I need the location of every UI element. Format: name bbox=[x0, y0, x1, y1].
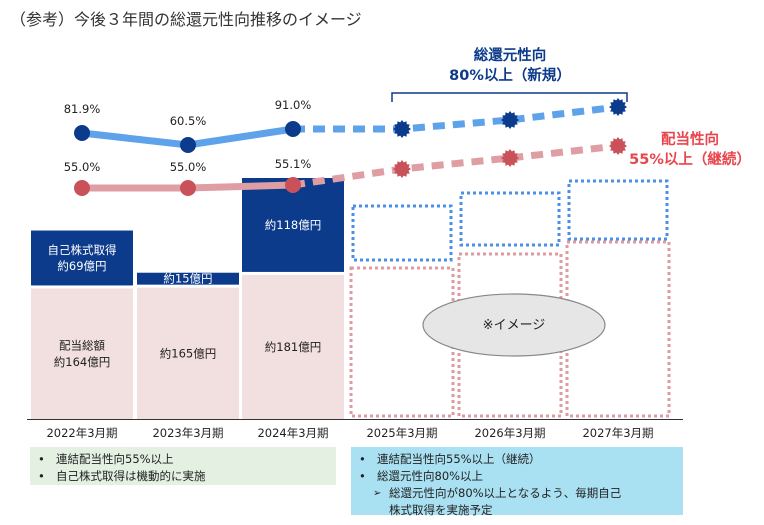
bar-dividend-2022年3月期 bbox=[31, 288, 133, 419]
target-total-return: 総還元性向 80%以上（新規） bbox=[449, 46, 571, 84]
line-total-return-future bbox=[293, 103, 619, 133]
future-bar-buyback-2026年3月期 bbox=[459, 191, 561, 247]
sub-bullet-icon: ➢ bbox=[373, 488, 382, 499]
bullet-icon: • bbox=[38, 469, 45, 483]
note-text: 連結配当性向55%以上 bbox=[56, 452, 174, 466]
note-text: 連結配当性向55%以上（継続） bbox=[377, 452, 541, 466]
label-total-return: 81.9% bbox=[64, 102, 101, 116]
marker-payout-future bbox=[501, 149, 519, 167]
label-total-return: 91.0% bbox=[275, 98, 312, 112]
x-tick-label: 2027年3月期 bbox=[582, 426, 653, 440]
bar-dividend-2023年3月期 bbox=[137, 287, 239, 419]
bullet-icon: • bbox=[38, 452, 45, 466]
target-payout: 配当性向 55%以上（継続） bbox=[629, 130, 751, 168]
bar-label-buyback: 自己株式取得約69億円 bbox=[48, 242, 117, 272]
marker-payout bbox=[285, 177, 301, 193]
line-payout-future bbox=[292, 142, 619, 189]
bar-label-buyback: 約118億円 bbox=[265, 217, 321, 231]
bullet-icon: • bbox=[359, 469, 366, 483]
marker-total-return bbox=[180, 137, 196, 153]
note-item: ➢ 総還元性向が80%以上となるよう、毎期自己 株式取得を実施予定 bbox=[359, 485, 675, 519]
note-text: 自己株式取得は機動的に実施 bbox=[56, 469, 206, 483]
marker-total-return-future bbox=[393, 120, 411, 138]
note-item: • 自己株式取得は機動的に実施 bbox=[38, 468, 328, 485]
target-bracket bbox=[391, 92, 628, 102]
bar-dividend-2024年3月期 bbox=[242, 274, 344, 419]
marker-total-return bbox=[74, 125, 90, 141]
marker-payout bbox=[180, 180, 196, 196]
marker-total-return-future bbox=[609, 98, 627, 116]
note-item: • 連結配当性向55%以上 bbox=[38, 451, 328, 468]
note-text: 総還元性向が80%以上となるよう、毎期自己 株式取得を実施予定 bbox=[389, 486, 622, 517]
bar-label-dividend: 約165億円 bbox=[160, 346, 216, 360]
bar-label-buyback: 約15億円 bbox=[163, 271, 212, 285]
x-tick-label: 2022年3月期 bbox=[46, 426, 117, 440]
image-label: ※イメージ bbox=[483, 318, 546, 333]
future-policy-notes: • 連結配当性向55%以上（継続） • 総還元性向80%以上 ➢ 総還元性向が80%以上と… bbox=[351, 447, 683, 517]
bullet-icon: • bbox=[359, 452, 366, 466]
marker-payout-future bbox=[393, 160, 411, 178]
page-title: （参考）今後３年間の総還元性向推移のイメージ bbox=[10, 10, 362, 29]
marker-payout bbox=[74, 180, 90, 196]
label-payout: 55.0% bbox=[170, 160, 207, 174]
x-tick-label: 2026年3月期 bbox=[474, 426, 545, 440]
label-payout: 55.0% bbox=[64, 160, 101, 174]
future-bar-buyback-2025年3月期 bbox=[351, 204, 453, 262]
image-ellipse bbox=[422, 293, 606, 357]
bar-buyback-2022年3月期 bbox=[31, 230, 133, 286]
marker-total-return-future bbox=[501, 111, 519, 129]
label-payout: 55.1% bbox=[275, 157, 312, 171]
x-tick-label: 2025年3月期 bbox=[366, 426, 437, 440]
note-item: • 総還元性向80%以上 bbox=[359, 468, 675, 485]
label-total-return: 60.5% bbox=[170, 114, 207, 128]
bar-label-dividend: 約181億円 bbox=[265, 339, 321, 353]
marker-payout-future bbox=[609, 137, 627, 155]
note-item: • 連結配当性向55%以上（継続） bbox=[359, 451, 675, 468]
x-tick-label: 2024年3月期 bbox=[257, 426, 328, 440]
past-policy-notes: • 連結配当性向55%以上 • 自己株式取得は機動的に実施 bbox=[30, 447, 336, 485]
marker-total-return bbox=[285, 121, 301, 137]
note-text: 総還元性向80%以上 bbox=[377, 469, 484, 483]
bar-label-dividend: 配当総額約164億円 bbox=[54, 338, 110, 368]
x-tick-label: 2023年3月期 bbox=[152, 426, 223, 440]
bar-buyback-2023年3月期 bbox=[137, 272, 239, 285]
bar-buyback-2024年3月期 bbox=[242, 177, 344, 272]
future-bar-buyback-2027年3月期 bbox=[567, 179, 669, 241]
